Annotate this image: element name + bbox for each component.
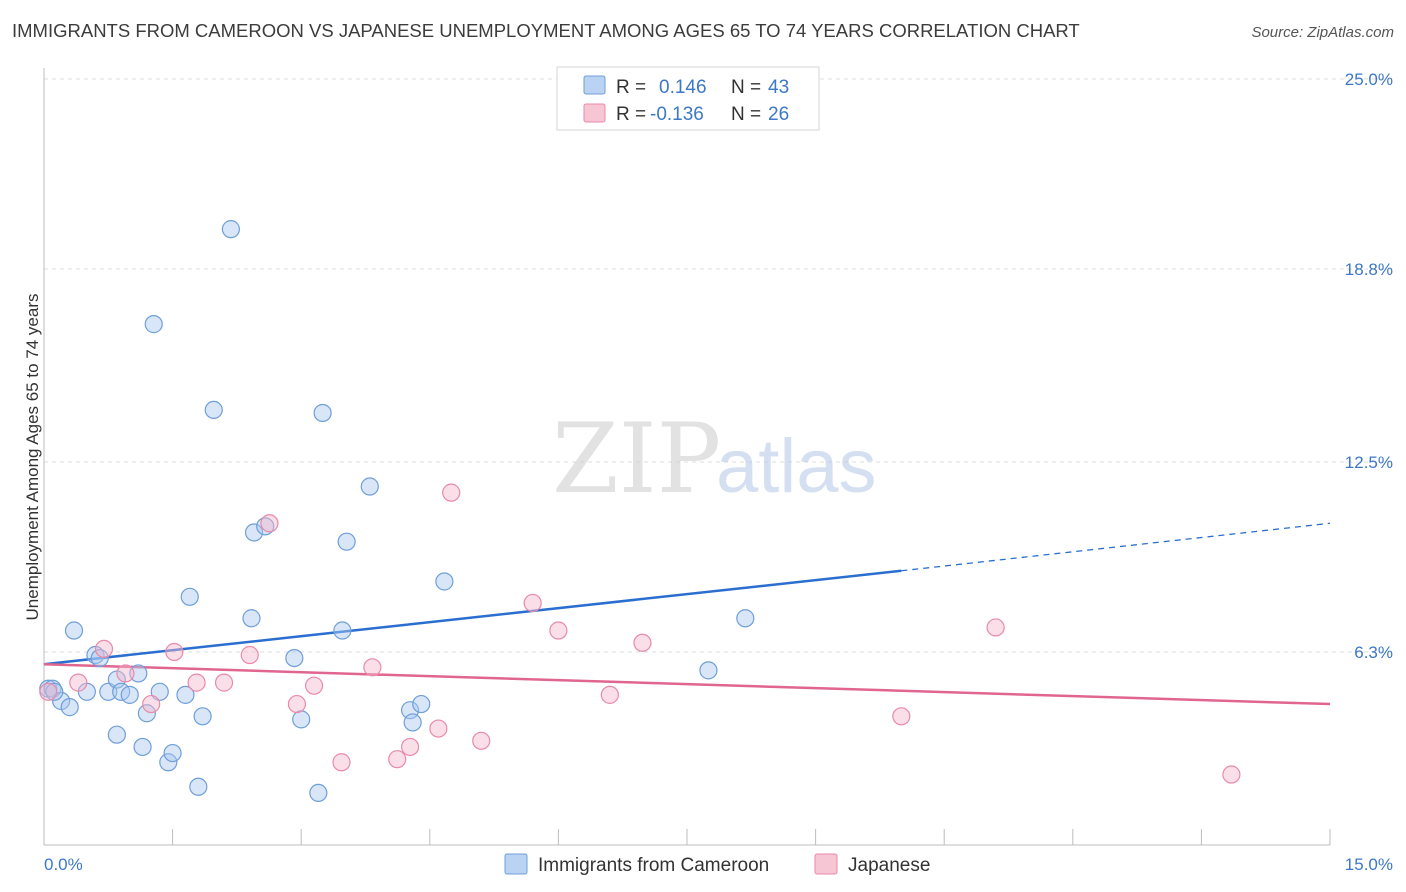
trend-line-japanese (43, 662, 1331, 706)
gridlines (44, 78, 1393, 653)
legend-r-label-2: R = (616, 104, 646, 125)
legend-n-value-2: 26 (768, 104, 789, 125)
point-japanese-19 (523, 593, 542, 613)
point-cameroon-34 (337, 532, 356, 551)
point-japanese-12 (332, 753, 351, 772)
point-cameroon-39 (435, 572, 454, 591)
point-cameroon-28 (242, 609, 261, 628)
point-japanese-10 (287, 694, 307, 714)
point-cameroon-23 (144, 315, 163, 334)
axes (43, 68, 1331, 846)
legend-n-label-2: N = (731, 104, 761, 125)
point-cameroon-16 (133, 737, 152, 757)
point-cameroon-33 (333, 621, 352, 640)
trend-lines (43, 522, 1331, 706)
watermark: ZIP atlas (552, 403, 877, 515)
series-legend: Immigrants from Cameroon Japanese (504, 853, 930, 876)
legend-n-label-1: N = (731, 77, 761, 98)
point-japanese-5 (165, 642, 184, 662)
legend-swatch-blue (583, 75, 606, 95)
point-japanese-2 (94, 639, 114, 659)
y-tick-label-1: 12.5% (1345, 453, 1393, 472)
point-japanese-13 (363, 658, 382, 677)
point-japanese-6 (187, 673, 206, 692)
point-japanese-9 (260, 514, 279, 533)
x-tick-label-min: 0.0% (44, 855, 83, 874)
point-japanese-1 (69, 673, 88, 692)
point-cameroon-25 (221, 220, 240, 239)
x-tick-label-max: 15.0% (1345, 855, 1393, 874)
point-cameroon-13 (137, 704, 156, 723)
point-cameroon-19 (176, 685, 195, 704)
source-label: Source: ZipAtlas.com (1251, 24, 1394, 41)
point-cameroon-32 (313, 403, 332, 423)
point-cameroon-11 (120, 685, 139, 704)
point-cameroon-24 (204, 400, 223, 420)
bottom-legend-label-2: Japanese (848, 855, 930, 876)
watermark-zip: ZIP (552, 403, 721, 515)
point-cameroon-17 (159, 753, 178, 772)
point-cameroon-12 (129, 664, 148, 683)
bottom-legend-label-1: Immigrants from Cameroon (538, 855, 769, 876)
point-japanese-20 (549, 621, 568, 640)
point-cameroon-3 (60, 698, 79, 717)
point-cameroon-35 (360, 477, 379, 496)
point-japanese-8 (240, 645, 259, 665)
point-cameroon-5 (64, 621, 84, 640)
bottom-legend-swatch-blue (504, 853, 528, 875)
y-tick-label-3: 25.0% (1345, 70, 1393, 89)
point-japanese-24 (986, 618, 1005, 637)
point-japanese-4 (142, 694, 161, 714)
trend-line-cameroon-extension (901, 522, 1331, 572)
point-cameroon-21 (189, 777, 208, 796)
point-cameroon-22 (180, 587, 199, 606)
correlation-legend: R = 0.146 N = 43 R = -0.136 N = 26 (556, 66, 820, 131)
point-cameroon-20 (193, 707, 212, 726)
legend-r-label-1: R = (616, 77, 646, 98)
data-points (39, 220, 1241, 803)
watermark-atlas: atlas (716, 424, 877, 509)
point-cameroon-41 (736, 609, 755, 628)
y-axis-title: Unemployment Among Ages 65 to 74 years (23, 294, 42, 621)
trend-line-cameroon (43, 569, 902, 666)
point-japanese-0 (39, 682, 58, 701)
y-tick-label-0: 6.3% (1354, 643, 1393, 662)
point-cameroon-29 (285, 648, 304, 668)
point-japanese-7 (214, 673, 234, 692)
point-japanese-16 (429, 719, 448, 738)
point-japanese-17 (442, 483, 461, 502)
legend-r-value-2: -0.136 (650, 104, 704, 125)
point-japanese-11 (304, 676, 324, 695)
point-japanese-22 (633, 633, 652, 652)
point-cameroon-26 (244, 523, 264, 542)
point-japanese-3 (116, 664, 135, 683)
chart-title: IMMIGRANTS FROM CAMEROON VS JAPANESE UNE… (12, 20, 1080, 41)
point-cameroon-31 (309, 783, 328, 803)
point-cameroon-7 (90, 648, 109, 668)
point-japanese-14 (388, 750, 407, 769)
point-cameroon-18 (163, 743, 182, 763)
point-cameroon-30 (292, 710, 311, 729)
point-japanese-23 (892, 707, 911, 726)
point-japanese-15 (400, 737, 420, 757)
point-cameroon-15 (107, 725, 126, 744)
point-cameroon-40 (699, 661, 718, 680)
legend-swatch-pink (583, 103, 606, 123)
legend-r-value-1: 0.146 (659, 77, 707, 98)
point-cameroon-42 (45, 682, 64, 701)
point-japanese-25 (1222, 765, 1241, 784)
y-tick-labels: 6.3% 12.5% 18.8% 25.0% (1345, 70, 1393, 662)
point-cameroon-37 (403, 713, 422, 732)
y-tick-label-2: 18.8% (1345, 260, 1393, 279)
x-tick-labels: 0.0% 15.0% (44, 855, 1393, 874)
point-japanese-21 (600, 685, 619, 704)
legend-n-value-1: 43 (768, 77, 789, 98)
point-cameroon-38 (412, 694, 431, 714)
bottom-legend-swatch-pink (814, 853, 838, 875)
point-japanese-18 (472, 731, 491, 750)
